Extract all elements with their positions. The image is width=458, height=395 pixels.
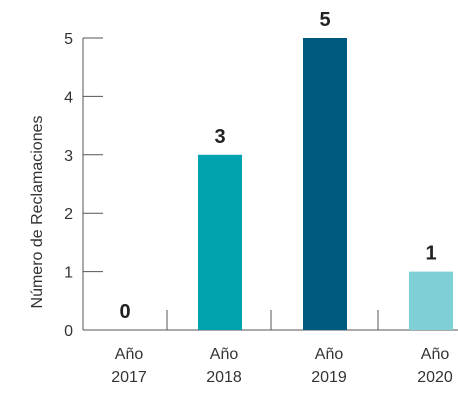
y-tick-label: 4 — [64, 89, 73, 106]
y-tick-label: 3 — [64, 148, 73, 165]
y-tick-label: 0 — [64, 323, 73, 340]
category-label-line1: Año — [421, 346, 450, 363]
bar — [198, 154, 242, 330]
y-tick-label: 1 — [64, 265, 73, 282]
y-axis-label: Número de Reclamaciones — [29, 116, 46, 309]
category-label-line1: Año — [315, 346, 344, 363]
category-label-line1: Año — [210, 346, 239, 363]
category-label-line1: Año — [115, 346, 144, 363]
category-label-line2: 2017 — [111, 369, 147, 386]
bar-value-label: 0 — [119, 301, 130, 323]
x-axis — [83, 310, 458, 331]
y-tick-label: 2 — [64, 206, 73, 223]
value-labels: 0 3 5 1 — [119, 9, 436, 323]
category-labels: Año 2017 Año 2018 Año 2019 Año 2020 — [111, 346, 453, 386]
bar-value-label: 3 — [214, 126, 225, 148]
y-axis: 0 1 2 3 4 5 — [64, 31, 103, 340]
category-label-line2: 2018 — [206, 369, 242, 386]
bar-value-label: 5 — [319, 9, 330, 31]
category-label-line2: 2019 — [311, 369, 347, 386]
bars — [198, 38, 453, 330]
category-label-line2: 2020 — [417, 369, 453, 386]
bar — [303, 38, 347, 330]
bar-value-label: 1 — [425, 243, 436, 265]
bar — [409, 271, 453, 330]
y-tick-label: 5 — [64, 31, 73, 48]
